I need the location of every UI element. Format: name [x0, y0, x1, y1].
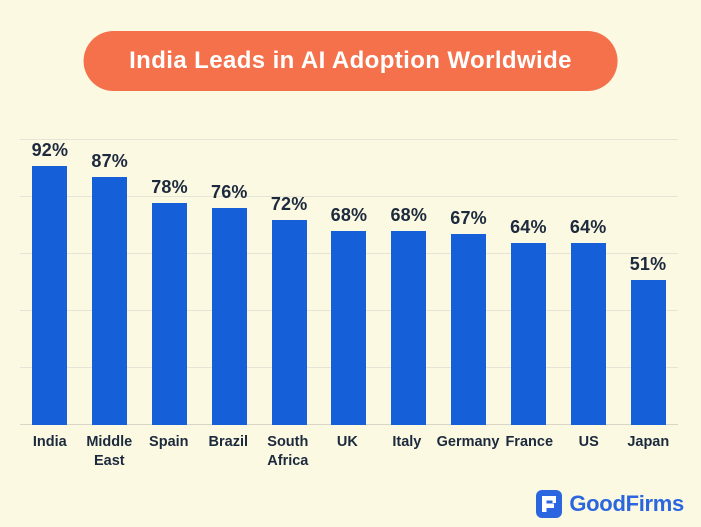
bar: [331, 231, 367, 425]
bar-group: 64%: [558, 140, 618, 425]
bar: [32, 166, 68, 425]
category-label: Brazil: [208, 434, 249, 450]
category-label: India: [32, 434, 67, 450]
bar: [271, 219, 307, 425]
bar: [211, 208, 247, 425]
categories-row: India Middle East Spain Brazil South Africa U…: [20, 433, 678, 471]
bar: [510, 242, 546, 425]
bar-value-label: 68%: [390, 205, 428, 226]
bar-group: 92%: [20, 140, 80, 425]
category-label: Germany: [436, 434, 500, 450]
category-label: Italy: [392, 434, 422, 450]
bar-group: 64%: [499, 140, 559, 425]
bar-value-label: 92%: [31, 140, 69, 160]
gridline-100: [20, 139, 678, 140]
category-label: South Africa: [267, 434, 309, 469]
chart-plot-area: 92% 87% 78% 76% 72% 68% 68% 67% 64% 64% 51%: [20, 139, 678, 425]
bar-group: 78%: [140, 140, 200, 425]
bar-value-label: 51%: [629, 253, 667, 274]
category-label: US: [578, 434, 599, 450]
bar: [570, 242, 606, 425]
bar: [152, 202, 188, 425]
bar-value-label: 76%: [211, 182, 248, 203]
bar-value-label: 72%: [270, 193, 308, 214]
category-label: Middle East: [86, 434, 133, 469]
category-label: Spain: [149, 434, 189, 450]
bar-group: 87%: [80, 140, 140, 425]
bar-value-label: 78%: [151, 176, 188, 197]
bar-value-label: 68%: [330, 205, 368, 226]
goodfirms-logo-icon: [536, 490, 563, 518]
bar-group: 76%: [199, 140, 259, 425]
bar: [92, 177, 128, 425]
brand-name: GoodFirms: [569, 491, 684, 516]
bar-group: 67%: [439, 140, 499, 425]
bar: [630, 279, 666, 425]
bar-group: 72%: [259, 140, 319, 425]
bar: [451, 234, 487, 425]
chart-title: India Leads in AI Adoption Worldwide: [83, 31, 618, 91]
bar-group: 68%: [319, 140, 379, 425]
brand-logo: GoodFirms: [536, 490, 684, 518]
bar-group: 51%: [618, 140, 678, 425]
category-label: France: [505, 434, 554, 450]
bar-value-label: 67%: [450, 208, 487, 229]
bar-group: 68%: [379, 140, 439, 425]
bar: [391, 231, 427, 425]
gridline-80: [20, 196, 678, 197]
bar-value-label: 64%: [569, 216, 607, 237]
bar-value-label: 64%: [510, 216, 547, 237]
bars-row: 92% 87% 78% 76% 72% 68% 68% 67% 64% 64% 51%: [20, 140, 678, 425]
category-label: UK: [336, 434, 358, 450]
bar-value-label: 87%: [91, 151, 129, 172]
category-label: Japan: [627, 434, 670, 450]
